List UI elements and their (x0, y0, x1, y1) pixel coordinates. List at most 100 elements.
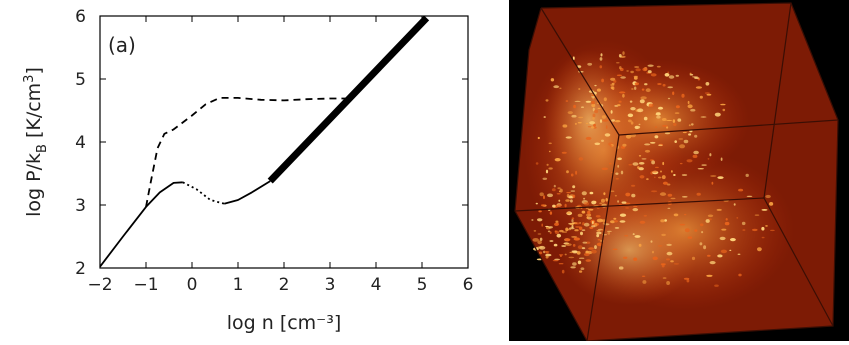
gas-clump (761, 236, 765, 239)
gas-clump (587, 210, 591, 215)
gas-clump (736, 217, 739, 219)
gas-clump (545, 253, 552, 257)
gas-clump (634, 86, 637, 90)
gas-clump (642, 280, 647, 284)
gas-clump (577, 122, 582, 124)
gas-clump (601, 198, 605, 203)
gas-clump (614, 194, 617, 197)
gas-clump (720, 157, 723, 161)
gas-clump (569, 251, 574, 254)
gas-clump (599, 202, 603, 205)
gas-clump (761, 209, 768, 211)
gas-clump (701, 231, 704, 234)
gas-clump (588, 259, 592, 261)
gas-clump (557, 187, 561, 190)
gas-clump (565, 238, 571, 242)
gas-clump (578, 116, 584, 119)
gas-clump (544, 251, 550, 253)
series-line-solid-thin (99, 181, 183, 268)
gas-clump (694, 134, 698, 138)
gas-clump (599, 65, 603, 69)
gas-clump (697, 168, 704, 170)
gas-clump (666, 183, 671, 186)
gas-clump (666, 281, 670, 285)
gas-clump (607, 230, 612, 232)
gas-clump (765, 225, 768, 227)
gas-clump (620, 170, 624, 175)
gas-clump (622, 143, 627, 147)
gas-clump (667, 207, 671, 209)
gas-clump (601, 167, 608, 171)
gas-clump (716, 208, 722, 211)
gas-clump (586, 122, 589, 125)
gas-clump (600, 53, 603, 57)
gas-clump (565, 100, 569, 102)
gas-clump (541, 223, 543, 227)
x-tick-label: 4 (371, 275, 382, 295)
gas-clump (617, 200, 620, 203)
gas-clump (538, 210, 542, 213)
gas-clump (539, 237, 543, 241)
gas-clump (617, 164, 620, 168)
gas-clump (650, 240, 653, 243)
gas-clump (579, 226, 583, 231)
gas-clump (681, 174, 688, 176)
gas-clump (717, 176, 724, 180)
gas-clump (729, 249, 732, 251)
gas-clump (630, 107, 636, 111)
gas-clump (657, 245, 663, 247)
gas-clump (667, 71, 670, 74)
gas-clump (683, 139, 689, 144)
gas-clump (619, 220, 626, 223)
gas-clump (535, 162, 539, 165)
gas-clump (654, 176, 656, 179)
gas-clump (769, 202, 774, 206)
gas-clump (568, 227, 575, 230)
gas-clump (757, 247, 762, 252)
gas-clump (559, 87, 562, 90)
gas-clump (699, 223, 704, 227)
gas-clump (586, 216, 589, 219)
gas-clump (592, 113, 596, 118)
gas-clump (558, 263, 564, 265)
gas-clump (591, 126, 595, 129)
gas-clump (610, 220, 615, 224)
gas-clump (770, 229, 775, 232)
gas-clump (554, 158, 561, 162)
gas-clump (666, 251, 673, 256)
gas-clump (577, 260, 582, 265)
gas-clump (605, 198, 608, 202)
gas-clump (633, 257, 638, 261)
gas-clump (722, 108, 726, 112)
gas-clump (742, 229, 746, 231)
gas-clump (554, 258, 561, 261)
gas-clump (596, 234, 600, 238)
gas-clump (631, 193, 636, 198)
gas-clump (547, 230, 551, 233)
gas-clump (537, 233, 542, 235)
gas-clump (738, 188, 744, 192)
gas-clump (565, 227, 569, 232)
gas-clump (664, 73, 670, 77)
gas-clump (577, 245, 583, 250)
x-tick-label: −2 (87, 275, 112, 295)
gas-clump (639, 99, 645, 104)
gas-clump (745, 173, 749, 177)
gas-clump (725, 218, 728, 221)
gas-clump (621, 201, 627, 204)
gas-clump (560, 255, 562, 257)
gas-clump (673, 174, 676, 176)
gas-clump (564, 253, 567, 256)
gas-clump (645, 88, 651, 93)
gas-clump (637, 108, 644, 113)
gas-clump (707, 254, 711, 257)
x-tick-label: 1 (233, 275, 244, 295)
gas-clump (591, 103, 596, 108)
gas-clump (622, 93, 625, 98)
gas-clump (625, 192, 631, 197)
gas-clump (572, 250, 578, 254)
gas-clump (646, 178, 649, 181)
gas-clump (575, 226, 581, 228)
gas-clump (619, 91, 626, 94)
gas-clump (596, 218, 603, 223)
